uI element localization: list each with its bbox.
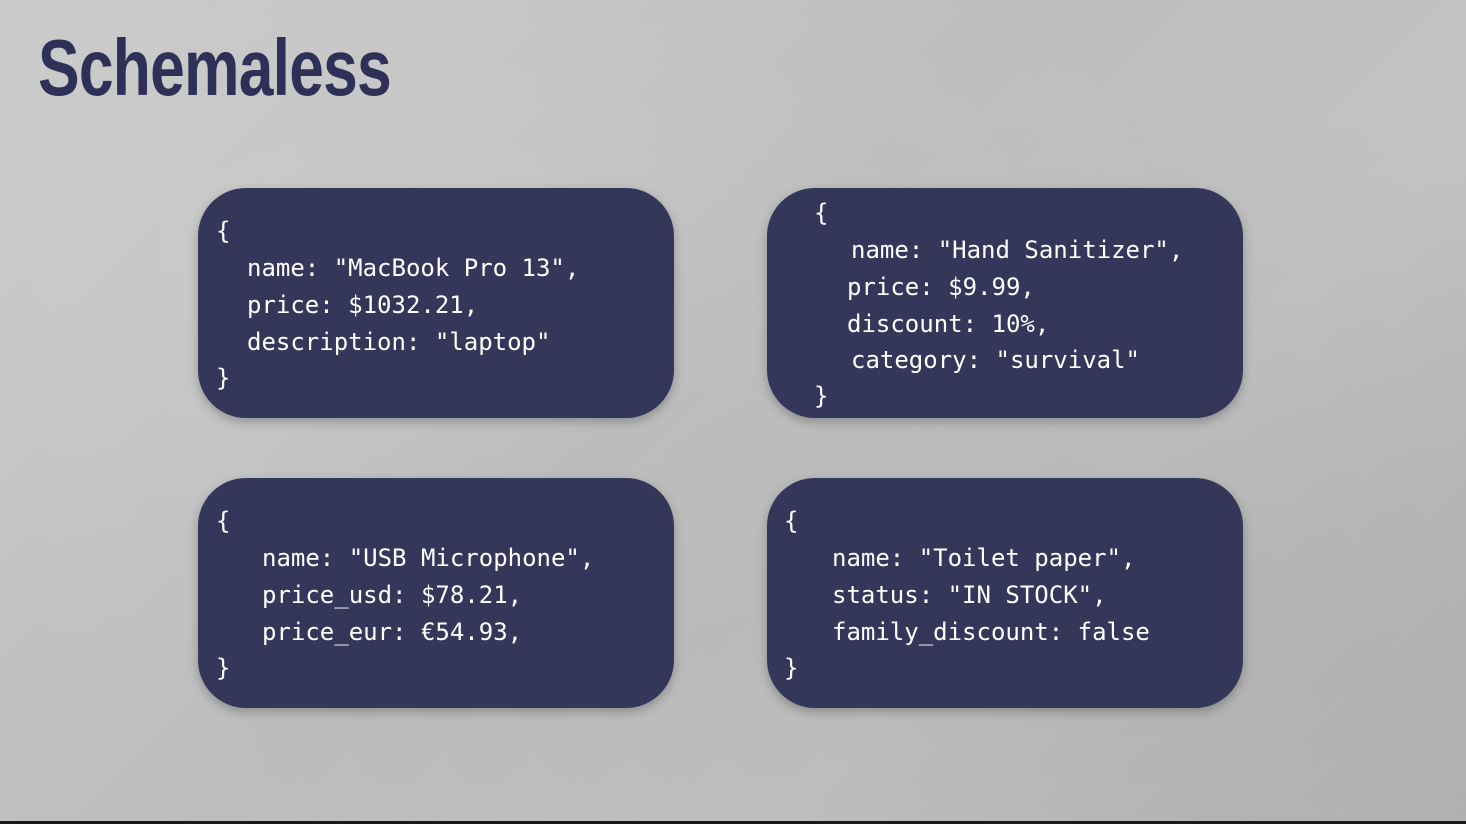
- field-line: category: "survival": [851, 346, 1140, 374]
- field-line: price_eur: €54.93,: [262, 618, 523, 646]
- field-line: name: "Toilet paper",: [832, 544, 1136, 572]
- json-document-card-hand-sanitizer: { name: "Hand Sanitizer", price: $9.99, …: [767, 188, 1243, 418]
- close-brace: }: [814, 382, 829, 410]
- close-brace: }: [216, 654, 231, 682]
- open-brace: {: [784, 507, 799, 535]
- field-line: discount: 10%,: [847, 310, 1050, 338]
- field-line: family_discount: false: [832, 618, 1150, 646]
- field-line: name: "Hand Sanitizer",: [851, 236, 1184, 264]
- field-line: price: $1032.21,: [247, 291, 479, 319]
- json-document-card-usb-microphone: { name: "USB Microphone", price_usd: $78…: [198, 478, 674, 708]
- bottom-edge-bar: [0, 821, 1466, 824]
- field-line: price_usd: $78.21,: [262, 581, 523, 609]
- json-document-card-macbook: { name: "MacBook Pro 13", price: $1032.2…: [198, 188, 674, 418]
- open-brace: {: [814, 199, 829, 227]
- json-document-card-toilet-paper: { name: "Toilet paper", status: "IN STOC…: [767, 478, 1243, 708]
- open-brace: {: [216, 507, 231, 535]
- field-line: description: "laptop": [247, 328, 551, 356]
- field-line: name: "USB Microphone",: [262, 544, 595, 572]
- field-line: status: "IN STOCK",: [832, 581, 1107, 609]
- close-brace: }: [784, 654, 799, 682]
- slide-title: Schemaless: [38, 23, 392, 112]
- field-line: price: $9.99,: [847, 273, 1035, 301]
- close-brace: }: [216, 364, 231, 392]
- open-brace: {: [216, 217, 231, 245]
- field-line: name: "MacBook Pro 13",: [247, 254, 580, 282]
